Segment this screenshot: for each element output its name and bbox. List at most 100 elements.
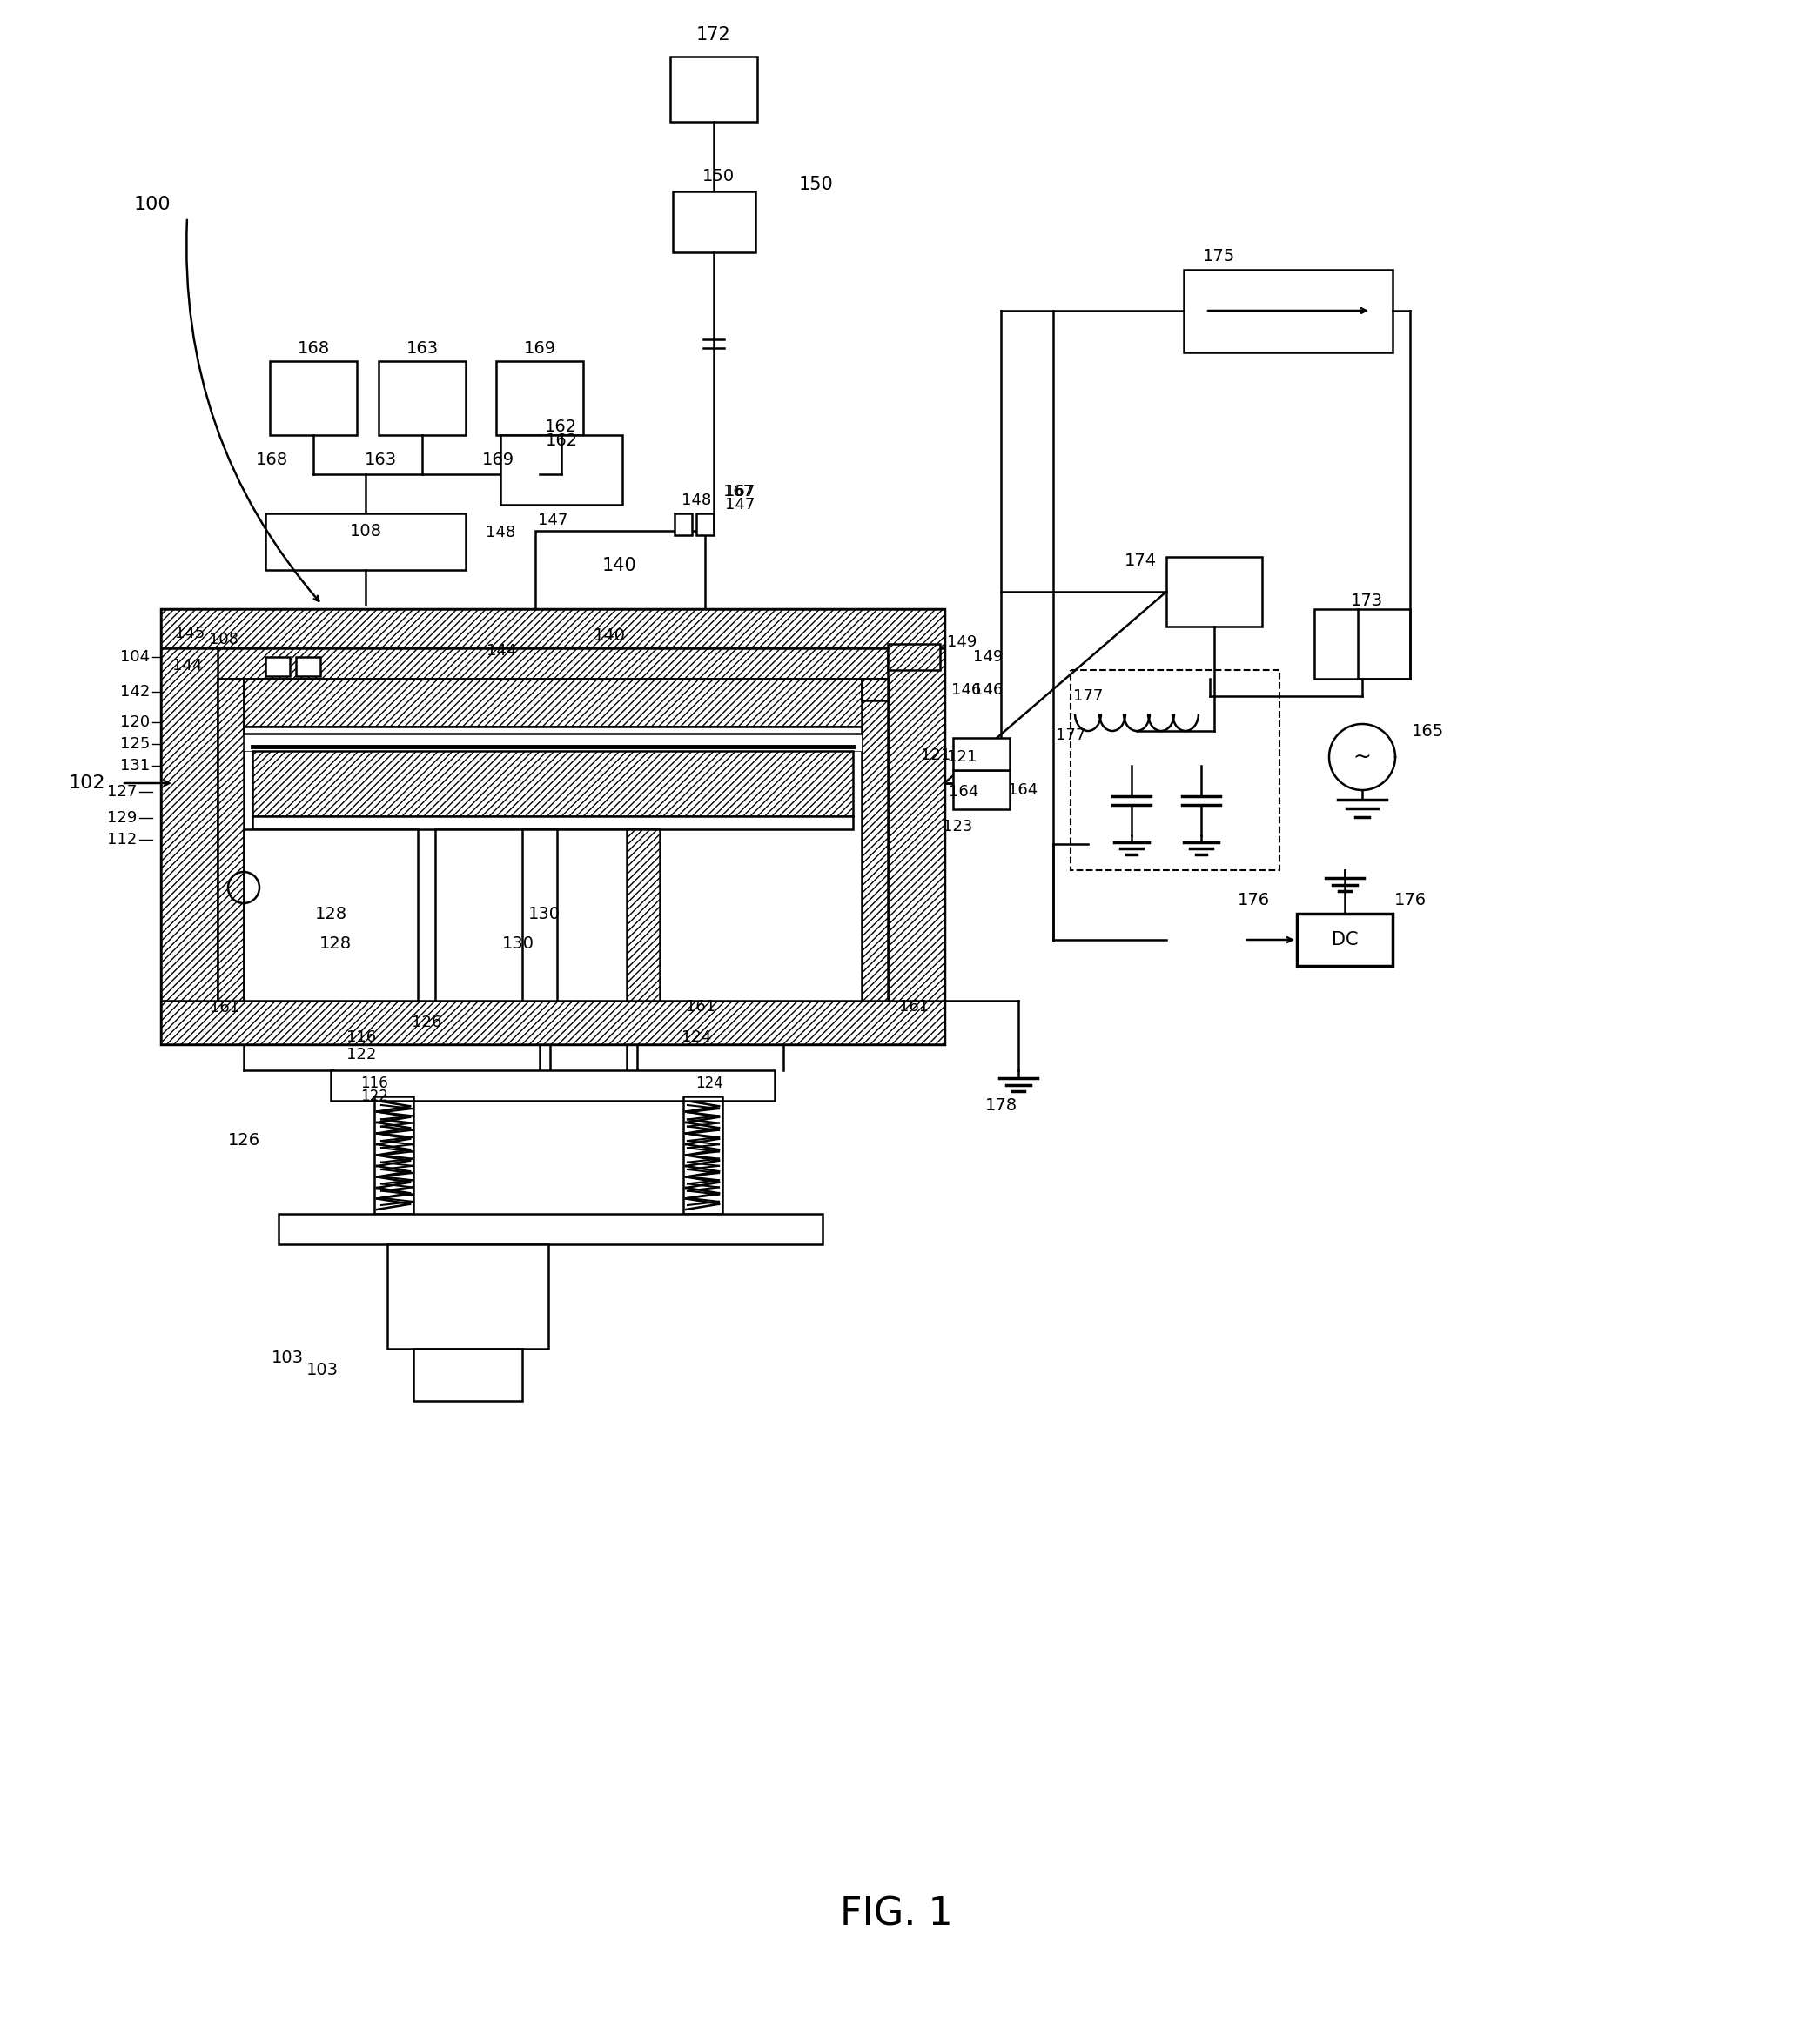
Bar	[265, 513, 466, 570]
Bar	[1070, 670, 1280, 871]
Text: 163: 163	[405, 339, 437, 356]
Text: 150: 150	[800, 176, 834, 194]
Text: 147: 147	[538, 513, 568, 527]
Text: 121: 121	[947, 750, 977, 764]
Text: 102: 102	[68, 775, 106, 791]
Bar	[330, 1071, 775, 1102]
Bar	[244, 726, 862, 734]
Bar	[161, 1002, 945, 1044]
Text: 169: 169	[482, 452, 515, 468]
Text: 128: 128	[319, 936, 351, 953]
Text: 140: 140	[593, 628, 626, 644]
Text: 126: 126	[228, 1132, 260, 1149]
Text: 162: 162	[545, 433, 577, 450]
Bar	[161, 609, 945, 1044]
Text: 148: 148	[681, 493, 712, 509]
Bar	[244, 830, 418, 1002]
Bar	[296, 656, 321, 677]
Text: ~: ~	[1354, 746, 1372, 766]
Text: 142: 142	[120, 685, 151, 699]
Text: 104: 104	[120, 650, 151, 664]
Text: 130: 130	[502, 936, 534, 953]
Text: 164: 164	[1008, 783, 1038, 797]
Text: DC: DC	[1332, 932, 1357, 948]
Bar	[954, 738, 1009, 771]
Bar	[244, 679, 862, 726]
Bar	[387, 1245, 549, 1349]
Text: 168: 168	[298, 339, 330, 356]
Text: 108: 108	[350, 523, 382, 540]
Text: 150: 150	[701, 168, 733, 184]
Bar	[1165, 556, 1262, 628]
Bar	[375, 1096, 414, 1214]
Text: FIG. 1: FIG. 1	[841, 1895, 952, 1934]
Text: 178: 178	[984, 1098, 1017, 1114]
Bar	[888, 648, 945, 1044]
Text: 103: 103	[307, 1361, 339, 1380]
Text: 149: 149	[947, 634, 977, 650]
Text: 124: 124	[696, 1075, 723, 1091]
Text: 128: 128	[314, 905, 346, 922]
Text: 126: 126	[412, 1014, 441, 1030]
Bar	[954, 771, 1009, 809]
Text: 124: 124	[681, 1030, 712, 1044]
Bar	[1296, 914, 1393, 967]
Bar	[436, 830, 653, 1002]
Text: 144: 144	[486, 644, 516, 658]
Bar	[217, 679, 244, 1002]
Text: 172: 172	[696, 27, 732, 43]
Bar	[253, 816, 853, 830]
Text: 167: 167	[723, 484, 753, 499]
Text: 165: 165	[1411, 724, 1443, 740]
Text: 116: 116	[360, 1075, 387, 1091]
Bar	[522, 830, 558, 1002]
Text: 164: 164	[948, 785, 979, 799]
Text: 125: 125	[120, 736, 151, 752]
Bar	[265, 656, 290, 677]
Bar	[696, 513, 714, 536]
Bar	[278, 1214, 823, 1245]
Bar	[497, 362, 583, 435]
Bar	[671, 57, 757, 123]
Bar	[536, 531, 705, 609]
Text: 163: 163	[364, 452, 396, 468]
Bar	[244, 726, 862, 750]
Text: 127: 127	[108, 785, 136, 799]
Text: 177: 177	[1072, 689, 1103, 703]
Bar	[253, 750, 853, 816]
Text: 149: 149	[974, 650, 1002, 664]
Text: 129: 129	[108, 809, 136, 826]
Text: 140: 140	[602, 556, 637, 574]
Bar	[179, 648, 927, 679]
Bar	[161, 648, 217, 1044]
Text: 146: 146	[974, 683, 1002, 697]
Text: 123: 123	[943, 820, 972, 834]
Text: 161: 161	[210, 1000, 240, 1016]
Bar	[628, 830, 660, 1002]
Bar	[862, 679, 888, 1002]
Text: 120: 120	[120, 715, 151, 730]
Bar	[683, 1096, 723, 1214]
Bar	[1314, 609, 1409, 679]
Text: 146: 146	[952, 683, 981, 697]
Text: 100: 100	[134, 196, 170, 213]
Text: 176: 176	[1237, 893, 1269, 910]
Text: 175: 175	[1203, 249, 1235, 266]
Text: 169: 169	[524, 339, 556, 356]
Text: 173: 173	[1350, 593, 1382, 609]
Bar	[161, 609, 945, 648]
Text: 168: 168	[255, 452, 287, 468]
Bar	[414, 1349, 522, 1400]
Text: 145: 145	[174, 625, 204, 642]
Text: 161: 161	[898, 1000, 929, 1014]
Text: 131: 131	[120, 758, 151, 773]
Bar	[672, 192, 755, 251]
Bar	[674, 513, 692, 536]
Bar	[1183, 270, 1393, 352]
Text: 122: 122	[360, 1089, 387, 1104]
Text: 108: 108	[210, 632, 238, 648]
Text: 112: 112	[108, 832, 136, 848]
Text: 167: 167	[724, 484, 755, 499]
Bar	[269, 362, 357, 435]
Text: 103: 103	[271, 1349, 303, 1365]
